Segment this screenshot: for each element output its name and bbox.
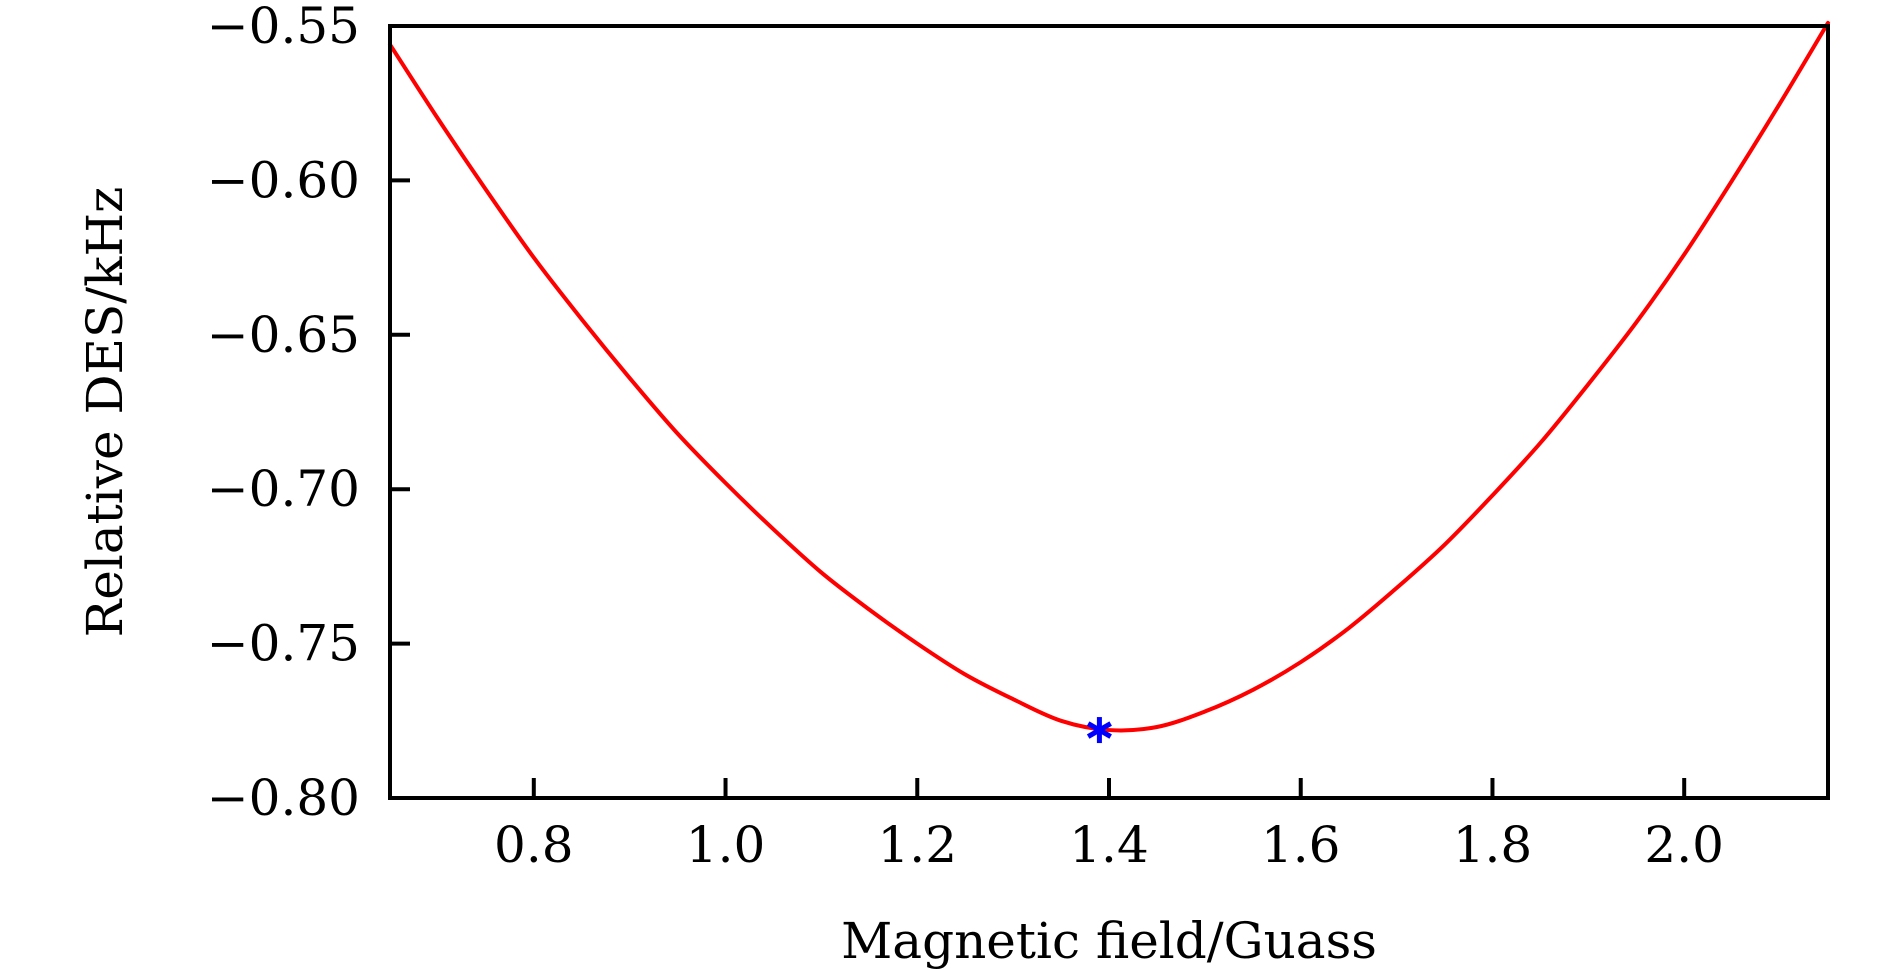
- x-tick-label: 2.0: [1644, 816, 1724, 874]
- x-tick-label: 1.8: [1453, 816, 1533, 874]
- y-tick-label: −0.65: [207, 306, 360, 364]
- y-tick-label: −0.55: [207, 0, 360, 55]
- plot-frame: [388, 24, 1830, 800]
- y-tick-label: −0.60: [207, 151, 360, 209]
- y-tick-label: −0.80: [207, 769, 360, 827]
- minimum-marker: [1086, 717, 1112, 744]
- x-tick-label: 1.0: [686, 816, 766, 874]
- series-line-0: [388, 20, 1830, 733]
- x-tick-label: 1.4: [1069, 816, 1149, 874]
- x-axis-label: Magnetic field/Guass: [841, 912, 1377, 969]
- y-axis-label: Relative DES/kHz: [76, 187, 134, 638]
- x-tick-label: 1.6: [1261, 816, 1341, 874]
- y-tick-label: −0.75: [207, 615, 360, 673]
- y-tick-label: −0.70: [207, 460, 360, 518]
- x-tick-label: 1.2: [878, 816, 958, 874]
- x-tick-label: 0.8: [494, 816, 574, 874]
